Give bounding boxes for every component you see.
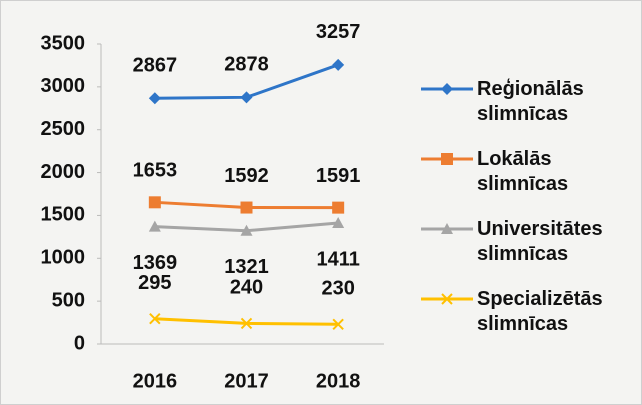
marker xyxy=(441,153,453,165)
marker xyxy=(148,92,161,105)
data-label: 2867 xyxy=(133,55,178,77)
marker xyxy=(240,91,253,104)
data-label: 1591 xyxy=(316,165,361,187)
y-tick-label: 3000 xyxy=(41,75,86,97)
chart: 0 500 1000 1500 2000 2500 3000 3500 2016 2017 2018… xyxy=(41,21,384,392)
legend-item: Reģionālās slimnīcas xyxy=(419,77,639,147)
legend-item: Lokālās slimnīcas xyxy=(419,147,639,217)
marker xyxy=(240,201,253,214)
legend-swatch xyxy=(421,83,473,95)
marker xyxy=(332,58,345,71)
y-tick-label: 2500 xyxy=(41,118,86,140)
legend-label: Lokālās slimnīcas xyxy=(477,148,569,195)
data-label: 1369 xyxy=(133,252,178,274)
y-tick-label: 1500 xyxy=(41,204,86,226)
data-label: 295 xyxy=(138,272,171,294)
x-tick-label: 2016 xyxy=(133,370,178,392)
marker xyxy=(332,201,345,214)
marker xyxy=(441,83,453,95)
data-label: 1321 xyxy=(224,256,269,278)
data-label: 1411 xyxy=(316,248,359,270)
legend-label: Specializētās slimnīcas xyxy=(477,288,603,335)
marker xyxy=(240,317,253,330)
marker xyxy=(148,220,161,232)
legend-swatch xyxy=(421,223,473,234)
legend-label: Universitātes slimnīcas xyxy=(477,218,603,265)
marker xyxy=(332,217,345,229)
legend-swatch xyxy=(421,153,473,165)
y-tick-label: 2000 xyxy=(41,161,86,183)
marker xyxy=(441,223,453,234)
data-label: 3257 xyxy=(316,21,361,43)
marker xyxy=(240,224,253,236)
legend-swatch xyxy=(421,293,473,305)
legend-label: Reģionālās slimnīcas xyxy=(477,78,584,125)
y-tick-label: 1000 xyxy=(41,247,86,269)
legend-item: Specializētās slimnīcas xyxy=(419,287,639,357)
marker xyxy=(332,318,344,330)
x-tick-label: 2017 xyxy=(224,370,269,392)
y-tick-label: 0 xyxy=(74,332,85,354)
legend: Reģionālās slimnīcas Lokālās slimnīcas Uni… xyxy=(419,77,639,357)
y-tick-label: 500 xyxy=(52,289,85,311)
data-label: 2878 xyxy=(224,54,269,76)
data-label: 1653 xyxy=(133,160,178,182)
x-tick-label: 2018 xyxy=(316,370,361,392)
marker xyxy=(149,313,161,325)
data-label: 1592 xyxy=(224,165,269,187)
legend-item: Universitātes slimnīcas xyxy=(419,217,639,287)
data-label: 240 xyxy=(230,277,263,299)
marker xyxy=(441,293,453,305)
data-label: 230 xyxy=(321,278,354,300)
marker xyxy=(148,196,161,209)
y-tick-label: 3500 xyxy=(41,32,86,54)
